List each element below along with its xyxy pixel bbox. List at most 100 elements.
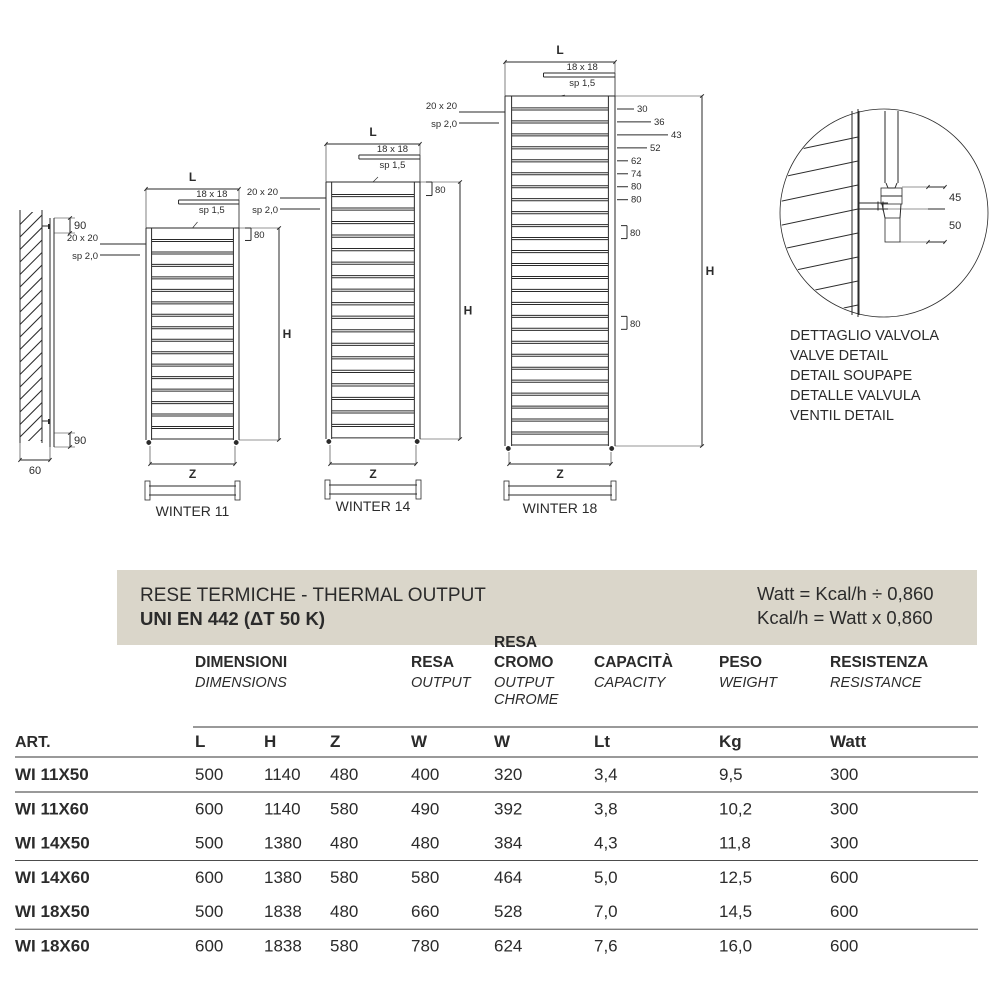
svg-text:480: 480	[411, 834, 439, 853]
svg-text:Z: Z	[330, 732, 340, 751]
svg-text:20 x 20: 20 x 20	[426, 101, 457, 112]
svg-text:DIMENSIONI: DIMENSIONI	[195, 654, 287, 671]
svg-text:WI 18X50: WI 18X50	[15, 902, 90, 921]
svg-text:W: W	[494, 732, 511, 751]
svg-text:36: 36	[654, 117, 665, 128]
svg-text:DETTAGLIO VALVOLA: DETTAGLIO VALVOLA	[790, 328, 939, 344]
svg-text:16,0: 16,0	[719, 937, 752, 956]
svg-text:RESE TERMICHE - THERMAL OUTPUT: RESE TERMICHE - THERMAL OUTPUT	[140, 585, 486, 606]
svg-text:12,5: 12,5	[719, 868, 752, 887]
svg-text:480: 480	[330, 834, 358, 853]
svg-text:CHROME: CHROME	[494, 692, 559, 708]
svg-text:RESA: RESA	[411, 654, 454, 671]
svg-text:3,4: 3,4	[594, 765, 618, 784]
svg-text:WI 18X60: WI 18X60	[15, 937, 90, 956]
svg-text:62: 62	[631, 156, 642, 167]
svg-text:14,5: 14,5	[719, 902, 752, 921]
svg-text:18 x 18: 18 x 18	[196, 189, 227, 200]
svg-text:L: L	[189, 170, 196, 184]
svg-text:WI 11X50: WI 11X50	[15, 765, 89, 784]
svg-text:80: 80	[254, 230, 265, 241]
svg-text:624: 624	[494, 937, 522, 956]
svg-text:30: 30	[637, 104, 648, 115]
svg-text:WINTER 11: WINTER 11	[156, 503, 230, 519]
svg-text:600: 600	[830, 868, 858, 887]
svg-text:WI 14X50: WI 14X50	[15, 834, 90, 853]
svg-text:600: 600	[830, 937, 858, 956]
svg-text:80: 80	[631, 182, 642, 193]
svg-text:WI 14X60: WI 14X60	[15, 868, 90, 887]
svg-text:W: W	[411, 732, 428, 751]
svg-text:300: 300	[830, 834, 858, 853]
svg-text:10,2: 10,2	[719, 799, 752, 818]
svg-text:H: H	[264, 732, 276, 751]
svg-text:CROMO: CROMO	[494, 654, 553, 671]
svg-text:20 x 20: 20 x 20	[247, 187, 278, 198]
svg-text:sp 2,0: sp 2,0	[431, 119, 457, 130]
svg-text:H: H	[283, 327, 292, 341]
svg-text:DIMENSIONS: DIMENSIONS	[195, 675, 287, 691]
svg-text:780: 780	[411, 937, 439, 956]
svg-text:7,6: 7,6	[594, 937, 618, 956]
svg-text:5,0: 5,0	[594, 868, 618, 887]
svg-text:sp 1,5: sp 1,5	[569, 78, 595, 89]
svg-text:300: 300	[830, 799, 858, 818]
svg-text:20 x 20: 20 x 20	[67, 233, 98, 244]
svg-text:580: 580	[330, 799, 358, 818]
svg-text:18 x 18: 18 x 18	[377, 144, 408, 155]
svg-text:528: 528	[494, 902, 522, 921]
svg-text:4,3: 4,3	[594, 834, 618, 853]
svg-text:L: L	[195, 732, 205, 751]
svg-text:CAPACITY: CAPACITY	[594, 675, 667, 691]
svg-text:600: 600	[830, 902, 858, 921]
svg-text:1140: 1140	[264, 799, 301, 818]
svg-text:Kcal/h = Watt x 0,860: Kcal/h = Watt x 0,860	[757, 607, 933, 628]
svg-text:9,5: 9,5	[719, 765, 743, 784]
svg-text:384: 384	[494, 834, 522, 853]
svg-text:45: 45	[949, 192, 961, 204]
svg-text:WINTER 14: WINTER 14	[336, 498, 411, 514]
svg-text:sp 2,0: sp 2,0	[72, 251, 98, 262]
svg-text:400: 400	[411, 765, 439, 784]
svg-text:Watt: Watt	[830, 732, 867, 751]
svg-text:50: 50	[949, 220, 961, 232]
svg-text:Z: Z	[189, 467, 196, 481]
svg-text:580: 580	[330, 937, 358, 956]
svg-text:580: 580	[411, 868, 439, 887]
svg-text:VALVE DETAIL: VALVE DETAIL	[790, 348, 888, 364]
svg-text:CAPACITÀ: CAPACITÀ	[594, 654, 673, 671]
svg-text:3,8: 3,8	[594, 799, 618, 818]
svg-text:1380: 1380	[264, 834, 302, 853]
svg-text:1140: 1140	[264, 765, 301, 784]
svg-text:580: 580	[330, 868, 358, 887]
svg-text:WINTER 18: WINTER 18	[523, 500, 598, 516]
svg-text:43: 43	[671, 130, 682, 141]
svg-text:sp 1,5: sp 1,5	[199, 205, 225, 216]
svg-text:320: 320	[494, 765, 522, 784]
svg-text:500: 500	[195, 834, 223, 853]
svg-text:Z: Z	[369, 467, 376, 481]
svg-text:500: 500	[195, 765, 223, 784]
svg-text:80: 80	[630, 228, 641, 239]
svg-text:600: 600	[195, 799, 223, 818]
svg-text:480: 480	[330, 902, 358, 921]
svg-text:Lt: Lt	[594, 732, 610, 751]
svg-text:18 x 18: 18 x 18	[567, 62, 598, 73]
svg-text:PESO: PESO	[719, 654, 762, 671]
svg-text:DETAIL SOUPAPE: DETAIL SOUPAPE	[790, 368, 913, 384]
svg-text:H: H	[464, 304, 473, 318]
svg-text:ART.: ART.	[15, 734, 51, 751]
svg-text:RESA: RESA	[494, 634, 537, 651]
svg-text:DETALLE VALVULA: DETALLE VALVULA	[790, 388, 921, 404]
svg-text:600: 600	[195, 868, 223, 887]
svg-text:90: 90	[74, 220, 86, 232]
svg-text:1380: 1380	[264, 868, 302, 887]
svg-text:80: 80	[631, 195, 642, 206]
svg-text:RESISTANCE: RESISTANCE	[830, 675, 922, 691]
svg-text:300: 300	[830, 765, 858, 784]
svg-text:1838: 1838	[264, 902, 302, 921]
svg-text:7,0: 7,0	[594, 902, 618, 921]
svg-text:sp 1,5: sp 1,5	[380, 160, 406, 171]
svg-text:480: 480	[330, 765, 358, 784]
svg-text:WEIGHT: WEIGHT	[719, 675, 778, 691]
